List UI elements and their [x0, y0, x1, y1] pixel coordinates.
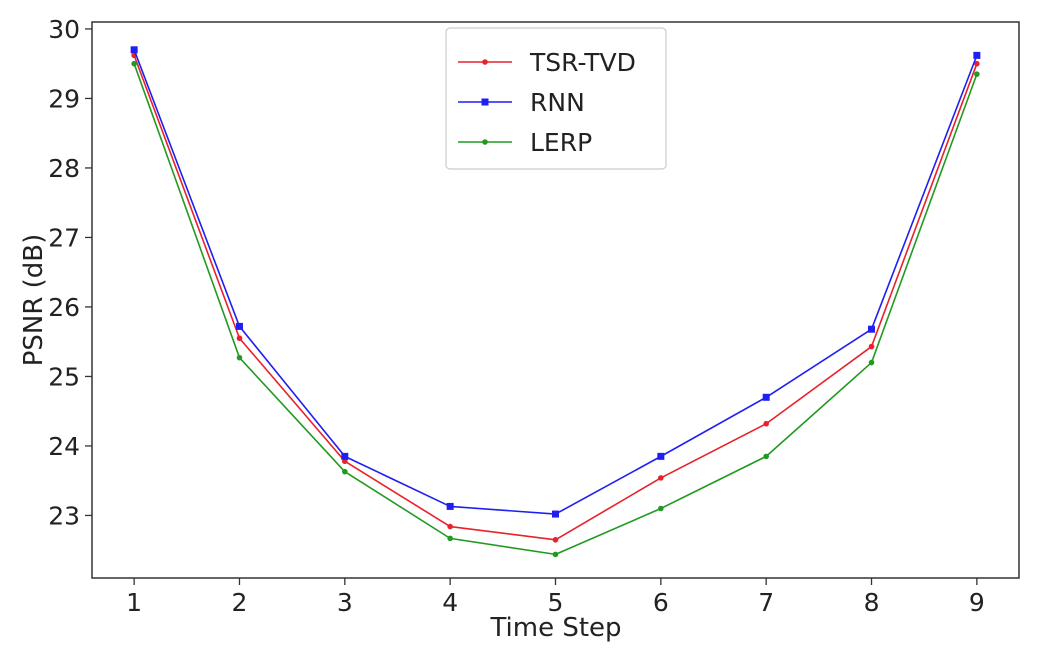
data-point-tsr-tvd: [552, 536, 559, 543]
y-tick-label: 27: [48, 223, 80, 252]
x-axis-title: Time Step: [489, 613, 621, 643]
data-point-rnn: [762, 393, 770, 401]
data-point-lerp: [131, 60, 137, 67]
data-point-rnn: [657, 452, 665, 460]
series-lerp: [131, 60, 980, 558]
x-tick-label: 5: [548, 588, 564, 617]
series-layer: [130, 46, 981, 558]
legend-swatch-marker: [482, 139, 488, 145]
legend-label: TSR-TVD: [529, 48, 636, 77]
data-point-lerp: [552, 551, 559, 558]
x-tick-label: 4: [442, 588, 458, 617]
legend-entry-lerp: LERP: [458, 128, 592, 157]
x-tick-label: 2: [232, 588, 248, 617]
data-point-tsr-tvd: [236, 335, 243, 342]
legend-entries: TSR-TVD RNN LERP: [458, 48, 636, 157]
data-point-tsr-tvd: [658, 475, 664, 481]
y-tick-label: 29: [48, 84, 80, 113]
y-tick-label: 24: [48, 432, 80, 461]
x-tick-label: 8: [864, 588, 880, 617]
data-point-lerp: [868, 359, 875, 366]
data-point-rnn: [446, 502, 454, 510]
data-point-rnn: [341, 452, 349, 460]
data-point-rnn: [552, 510, 559, 518]
data-point-lerp: [658, 505, 664, 512]
data-point-tsr-tvd: [763, 420, 769, 427]
x-tick-label: 7: [758, 588, 774, 617]
legend-label: RNN: [530, 88, 585, 117]
legend-label: LERP: [530, 128, 592, 157]
data-point-rnn: [130, 46, 138, 54]
data-point-lerp: [447, 535, 453, 542]
y-tick-label: 26: [48, 293, 80, 322]
y-tick-label: 28: [48, 154, 80, 183]
data-point-rnn: [235, 322, 243, 330]
y-tick-label: 25: [48, 362, 80, 391]
data-point-rnn: [973, 51, 981, 59]
data-point-tsr-tvd: [868, 343, 875, 350]
legend: TSR-TVD RNN LERP: [445, 27, 667, 170]
x-tick-label: 1: [126, 588, 142, 617]
data-point-tsr-tvd: [974, 60, 980, 67]
legend-box: [445, 27, 667, 170]
data-point-lerp: [342, 468, 348, 475]
data-point-tsr-tvd: [447, 523, 453, 530]
x-axis-ticks: 1 2 3 4 5 6 7 8 9: [126, 578, 985, 617]
legend-swatch-marker: [482, 59, 488, 65]
legend-swatch-marker: [481, 98, 489, 106]
legend-entry-rnn: RNN: [458, 88, 585, 117]
y-axis-ticks: 23 24 25 26 27 28 29 30: [48, 15, 92, 530]
y-axis-title: PSNR (dB): [19, 234, 49, 367]
x-tick-label: 6: [653, 588, 669, 617]
data-point-lerp: [236, 354, 243, 361]
series-tsr-tvd: [131, 52, 980, 543]
y-tick-label: 30: [48, 15, 80, 44]
data-point-lerp: [974, 71, 980, 77]
data-point-rnn: [868, 325, 876, 333]
y-tick-label: 23: [48, 501, 80, 530]
x-tick-label: 9: [969, 588, 985, 617]
series-rnn: [130, 46, 981, 518]
x-tick-label: 3: [337, 588, 353, 617]
legend-entry-tsr-tvd: TSR-TVD: [458, 48, 636, 77]
data-point-lerp: [763, 453, 769, 460]
